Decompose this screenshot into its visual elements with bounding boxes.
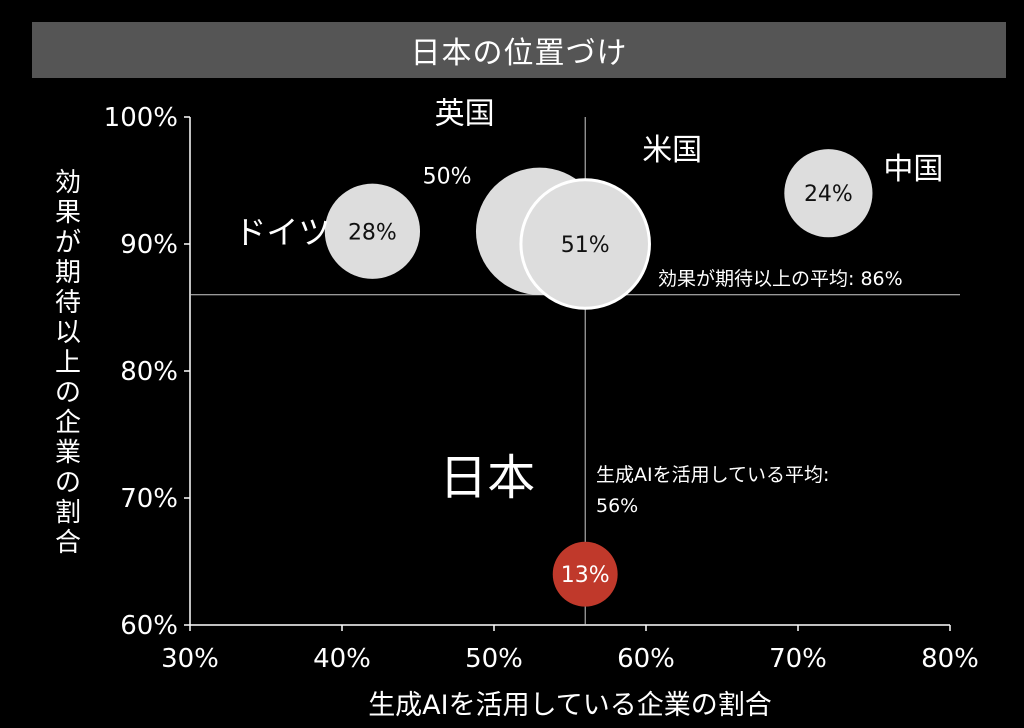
bubble-china (784, 149, 873, 238)
bubble-value-uk: 50% (423, 164, 472, 189)
y-tick-label: 80% (120, 357, 178, 387)
bubble-value-germany: 28% (348, 220, 397, 245)
y-axis-label-char: の (54, 378, 81, 408)
y-axis-label-char: 割 (54, 498, 81, 528)
bubble-us (519, 178, 651, 310)
x-tick-label: 80% (921, 644, 979, 674)
y-axis-label-char: 企 (54, 408, 81, 438)
y-axis-label: 効果が期待以上の企業の割合 (48, 168, 88, 588)
x-tick-label: 70% (769, 644, 827, 674)
y-tick-label: 60% (120, 611, 178, 641)
bubble-japan (552, 541, 618, 607)
chart-title-bar: 日本の位置づけ (32, 22, 1006, 78)
y-axis-label-char: 以 (54, 318, 81, 348)
country-label-germany: ドイツ (234, 213, 330, 251)
y-axis-label-char: の (54, 468, 81, 498)
y-axis-label-char: 合 (54, 528, 81, 558)
x-tick-label: 40% (313, 644, 371, 674)
country-label-uk: 英国 (435, 96, 495, 131)
y-axis-label-char: 待 (54, 288, 81, 318)
y-tick-label: 70% (120, 484, 178, 514)
y-tick-label: 100% (104, 103, 178, 133)
y-axis-label-char: 上 (54, 348, 81, 378)
chart-title: 日本の位置づけ (410, 36, 628, 71)
country-label-us: 米国 (642, 133, 702, 168)
country-label-japan: 日本 (439, 450, 535, 506)
y-axis-label-char: 果 (54, 198, 81, 228)
bubble-value-japan: 13% (561, 563, 610, 588)
x-tick-label: 30% (161, 644, 219, 674)
y-axis-label-char: が (54, 228, 81, 258)
x-tick-label: 60% (617, 644, 675, 674)
bubble-value-us: 51% (561, 233, 610, 258)
y-axis-label-char: 効 (54, 168, 81, 198)
country-label-china: 中国 (883, 152, 943, 187)
bubble-value-china: 24% (804, 182, 853, 207)
average-horizontal-label: 効果が期待以上の平均: 86% (658, 268, 903, 290)
bubble-germany (324, 183, 421, 279)
average-vertical-label: 生成AIを活用している平均: (596, 464, 829, 486)
y-tick-label: 90% (120, 230, 178, 260)
x-axis-title: 生成AIを活用している企業の割合 (368, 690, 772, 721)
average-vertical-value: 56% (596, 495, 638, 517)
y-axis-label-char: 業 (54, 438, 81, 468)
y-axis-label-char: 期 (54, 258, 81, 288)
x-tick-label: 50% (465, 644, 523, 674)
